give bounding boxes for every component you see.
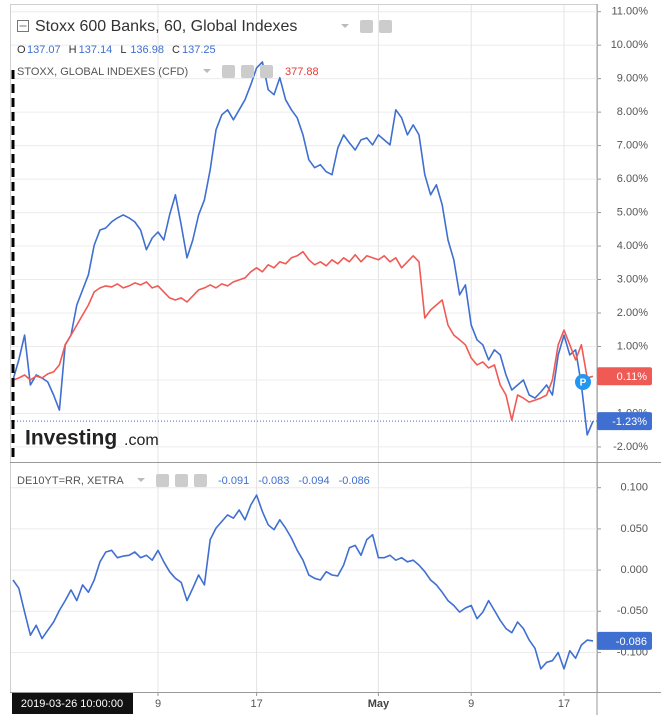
y-tick-label: 7.00% — [617, 140, 648, 152]
series-line — [12, 250, 594, 421]
x-tick-label: 17 — [250, 698, 262, 710]
crosshair-date: 2019-03-26 10:00:00 — [21, 698, 123, 710]
y-tick-label: 3.00% — [617, 273, 648, 285]
last-value-label: -1.23% — [612, 416, 647, 428]
chart-title: Stoxx 600 Banks, 60, Global Indexes — [35, 18, 297, 35]
ohlc-value: 137.25 — [182, 44, 216, 56]
ohlc-label: L — [120, 44, 126, 56]
dropdown-icon[interactable] — [137, 478, 145, 482]
ohlc-label: H — [69, 44, 77, 56]
dropdown-icon[interactable] — [203, 69, 211, 73]
header-value: -0.094 — [298, 475, 329, 487]
y-tick-label: 10.00% — [611, 39, 649, 51]
header-value: -0.083 — [258, 475, 289, 487]
y-tick-label: -0.050 — [617, 605, 648, 617]
y-tick-label: 8.00% — [617, 106, 648, 118]
subtitle-value: 377.88 — [285, 66, 319, 78]
y-tick-label: 0.000 — [620, 564, 648, 576]
gear-icon[interactable] — [175, 474, 188, 487]
x-tick-label: May — [368, 698, 390, 710]
series-line — [12, 494, 594, 670]
collapse-icon[interactable] — [17, 20, 29, 32]
x-tick-label: 9 — [155, 698, 161, 710]
header-value: -0.086 — [339, 475, 370, 487]
watermark: Investing — [25, 427, 117, 450]
last-value-box — [597, 412, 652, 431]
subtitle: STOXX, GLOBAL INDEXES (CFD) — [17, 66, 188, 78]
y-tick-label: 4.00% — [617, 240, 648, 252]
watermark: .com — [124, 432, 159, 449]
last-value-label: -0.086 — [616, 636, 647, 648]
marks — [11, 61, 597, 670]
y-tick-label: -2.00% — [613, 441, 648, 453]
y-tick-label: 0.050 — [620, 523, 648, 535]
gear-icon[interactable] — [241, 65, 254, 78]
last-value-box — [597, 367, 652, 386]
ohlc-value: 136.98 — [130, 44, 164, 56]
y-tick-label: 6.00% — [617, 173, 648, 185]
y-tick-label: 5.00% — [617, 206, 648, 218]
ohlc-value: 137.14 — [79, 44, 113, 56]
x-tick-label: 17 — [558, 698, 570, 710]
x-tick-label: 9 — [468, 698, 474, 710]
y-tick-label: 2.00% — [617, 307, 648, 319]
dropdown-icon[interactable] — [341, 24, 349, 28]
settings-icon[interactable] — [156, 474, 169, 487]
last-value-box — [597, 631, 652, 650]
labels: Stoxx 600 Banks, 60, Global Indexes STOX… — [12, 18, 652, 714]
y-tick-label: 9.00% — [617, 73, 648, 85]
header-value: -0.091 — [218, 475, 249, 487]
settings-icon[interactable] — [222, 65, 235, 78]
ohlc-value: 137.07 — [27, 44, 61, 56]
ohlc-label: O — [17, 44, 26, 56]
last-value-label: 0.11% — [617, 371, 648, 383]
pane-title: DE10YT=RR, XETRA — [17, 475, 124, 487]
series-line — [12, 61, 594, 436]
settings-icon[interactable] — [360, 20, 373, 33]
position-marker[interactable] — [575, 374, 591, 390]
crosshair-date-box — [12, 693, 133, 714]
gear-icon[interactable] — [379, 20, 392, 33]
grid: 11.00% 10.00% 9.00% 8.00% 7.00% 6.00% 5.00% 4.0… — [11, 5, 648, 710]
position-marker-text: P — [580, 378, 587, 389]
close-icon[interactable] — [194, 474, 207, 487]
ohlc-label: C — [172, 44, 180, 56]
close-icon[interactable] — [260, 65, 273, 78]
y-tick-label: 0.100 — [620, 482, 648, 494]
y-tick-label: 1.00% — [617, 340, 648, 352]
y-tick-label: 11.00% — [612, 6, 649, 18]
